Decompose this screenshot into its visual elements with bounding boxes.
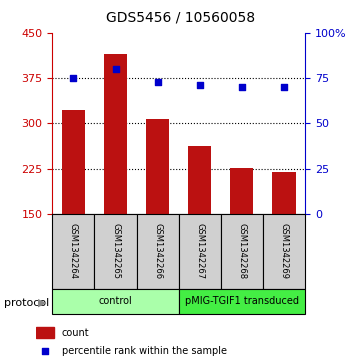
Bar — [273, 172, 296, 214]
Text: pMIG-TGIF1 transduced: pMIG-TGIF1 transduced — [185, 296, 299, 306]
Bar — [52, 289, 179, 314]
Text: GSM1342267: GSM1342267 — [195, 223, 204, 280]
Text: GSM1342264: GSM1342264 — [69, 223, 78, 280]
Point — [239, 84, 245, 90]
Point — [281, 84, 287, 90]
Text: GSM1342266: GSM1342266 — [153, 223, 162, 280]
Text: GSM1342268: GSM1342268 — [238, 223, 246, 280]
Point — [70, 75, 76, 81]
Bar — [221, 214, 263, 289]
Text: count: count — [61, 327, 89, 338]
Bar — [36, 327, 53, 338]
Bar — [62, 110, 85, 214]
Bar — [230, 168, 253, 214]
Text: GSM1342269: GSM1342269 — [279, 223, 288, 280]
Bar — [95, 214, 136, 289]
Text: GDS5456 / 10560058: GDS5456 / 10560058 — [106, 11, 255, 25]
Point — [155, 79, 161, 85]
Point — [113, 66, 118, 72]
Point — [197, 82, 203, 88]
Text: control: control — [99, 296, 132, 306]
Bar — [52, 214, 95, 289]
Bar — [136, 214, 179, 289]
Text: GSM1342265: GSM1342265 — [111, 223, 120, 280]
Bar — [104, 54, 127, 214]
Bar — [263, 214, 305, 289]
Point — [42, 348, 48, 354]
Text: percentile rank within the sample: percentile rank within the sample — [61, 346, 226, 356]
Bar — [179, 214, 221, 289]
Bar — [179, 289, 305, 314]
Text: ▶: ▶ — [38, 298, 47, 308]
Text: protocol: protocol — [4, 298, 49, 308]
Bar — [146, 119, 169, 214]
Bar — [188, 146, 211, 214]
